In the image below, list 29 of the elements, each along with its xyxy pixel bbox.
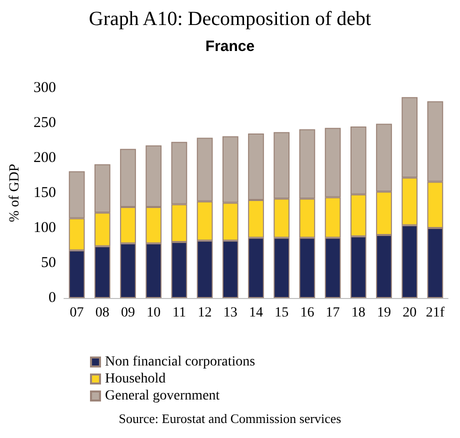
x-tick-label: 17 [326,306,340,320]
x-tick-label: 21f [426,306,445,320]
x-tick-label: 16 [300,306,314,320]
y-tick-label: 250 [34,115,56,131]
legend-label: Household [105,372,166,386]
x-tick-label: 09 [121,306,135,320]
x-tick-label: 07 [70,306,84,320]
x-tick-label: 10 [146,306,161,320]
y-tick-label: 150 [34,185,56,201]
x-tick-label: 11 [172,306,186,320]
y-tick-label: 200 [34,150,56,166]
x-tick-label: 08 [95,306,110,320]
legend-label: General government [105,388,220,404]
x-tick-label: 12 [198,306,212,320]
source-note: Source: Eurostat and Commission services [118,411,342,426]
x-tick-label: 20 [402,306,417,320]
x-tick-label: 19 [377,306,391,320]
x-tick-label: 15 [274,306,289,320]
y-tick-label: 100 [34,220,56,236]
x-tick-label: 18 [351,306,366,320]
chart-subtitle: France [205,38,255,55]
y-tick-label: 300 [34,80,56,96]
y-tick-label: 0 [48,290,56,306]
x-tick-label: 13 [223,306,238,320]
chart-title: Graph A10: Decomposition of debt [88,8,372,30]
legend-label: Non financial corporations [105,354,256,370]
x-tick-label: 14 [249,306,263,320]
y-tick-label: 50 [41,255,56,271]
y-axis-title: % of GDP [8,164,22,222]
